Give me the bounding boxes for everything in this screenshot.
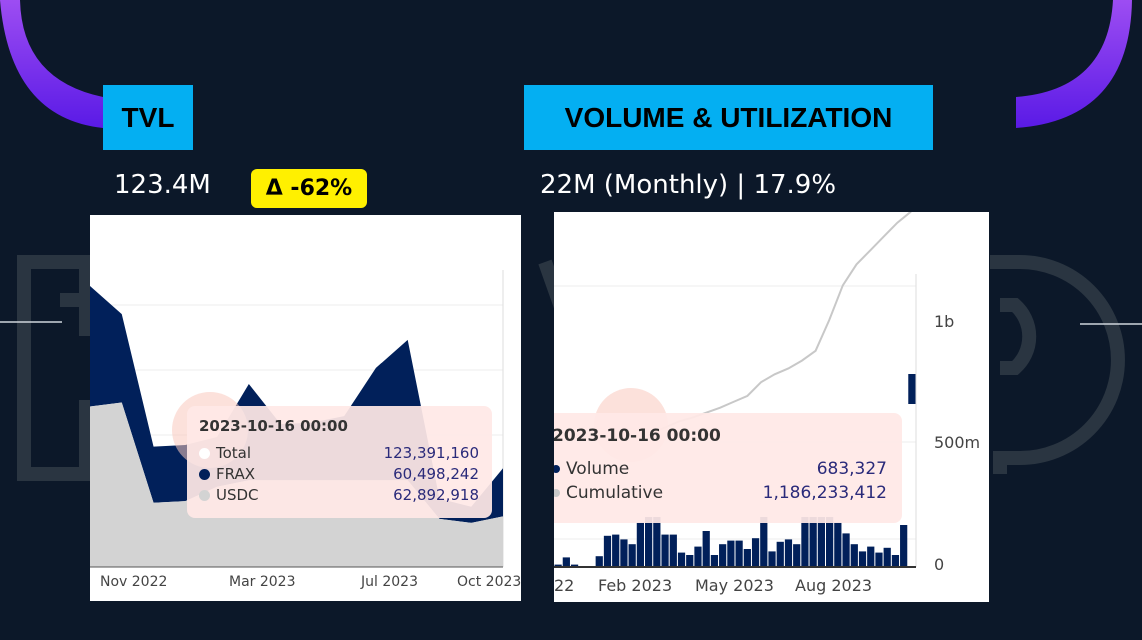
tvl-delta-badge: Δ -62% bbox=[251, 169, 367, 208]
vol-y-tick: 1b bbox=[934, 312, 955, 331]
volume-bar bbox=[834, 522, 842, 567]
volume-bar-chart bbox=[554, 212, 917, 568]
vol-x-tick: 22 bbox=[554, 576, 575, 595]
volume-bar bbox=[628, 544, 636, 567]
tvl-x-tick: Nov 2022 bbox=[100, 574, 168, 590]
volume-bar bbox=[891, 555, 900, 567]
volume-bar bbox=[784, 539, 793, 567]
volume-chart-panel: 1b 500m 0 22 Feb 2023 May 2023 Aug 2023 … bbox=[554, 212, 989, 602]
tooltip-row-label: Volume bbox=[566, 459, 630, 479]
volume-bar bbox=[735, 540, 743, 567]
tvl-tooltip-row-usdc: USDC 62,892,918 bbox=[199, 486, 479, 504]
tvl-x-tick: Oct 2023 bbox=[457, 574, 521, 590]
tooltip-row-value: 1,186,233,412 bbox=[762, 483, 887, 503]
tvl-tooltip-row-total: Total 123,391,160 bbox=[199, 444, 479, 462]
volume-bar bbox=[875, 552, 883, 567]
tooltip-row-value: 62,892,918 bbox=[393, 486, 479, 504]
volume-bar bbox=[900, 525, 908, 567]
volume-section-label: VOLUME & UTILIZATION bbox=[524, 85, 933, 150]
volume-bar bbox=[620, 539, 628, 567]
navy-dot-icon bbox=[554, 465, 560, 473]
volume-bar bbox=[562, 557, 570, 567]
tvl-tooltip-date: 2023-10-16 00:00 bbox=[199, 417, 348, 435]
volume-bar bbox=[612, 534, 620, 567]
tooltip-row-value: 123,391,160 bbox=[383, 444, 479, 462]
gray-dot-icon bbox=[199, 489, 210, 501]
volume-bar bbox=[645, 517, 653, 567]
tvl-chart-panel: Nov 2022 Mar 2023 Jul 2023 Oct 2023 2023… bbox=[90, 215, 521, 601]
volume-bar bbox=[702, 531, 710, 567]
volume-bar bbox=[694, 546, 702, 567]
volume-tooltip-row-volume: Volume 683,327 bbox=[554, 459, 887, 479]
volume-bar bbox=[908, 374, 916, 404]
volume-bar bbox=[719, 544, 727, 567]
tooltip-row-value: 60,498,242 bbox=[393, 465, 479, 483]
volume-bar bbox=[710, 555, 719, 567]
purple-arc-right bbox=[1016, 0, 1132, 128]
volume-bar bbox=[817, 517, 825, 567]
volume-bar bbox=[883, 547, 891, 567]
volume-bar bbox=[603, 535, 612, 567]
tooltip-row-label: Total bbox=[216, 444, 252, 462]
volume-bar bbox=[636, 522, 644, 567]
volume-bar bbox=[858, 551, 867, 567]
volume-bar bbox=[743, 549, 751, 567]
volume-bar bbox=[793, 544, 801, 567]
tvl-tooltip-row-frax: FRAX 60,498,242 bbox=[199, 465, 479, 483]
volume-bar bbox=[809, 517, 817, 567]
vol-y-tick: 500m bbox=[934, 433, 981, 452]
volume-bar bbox=[801, 517, 809, 567]
volume-tooltip-row-cumulative: Cumulative 1,186,233,412 bbox=[554, 483, 887, 503]
volume-bar bbox=[760, 517, 768, 567]
purple-arc-left bbox=[0, 0, 103, 128]
volume-bar bbox=[826, 517, 834, 567]
volume-bar bbox=[554, 564, 562, 567]
volume-bar bbox=[677, 552, 686, 567]
navy-dot-icon bbox=[199, 468, 210, 480]
volume-bar bbox=[727, 540, 735, 567]
vol-x-tick: Aug 2023 bbox=[795, 576, 873, 595]
vol-x-tick: Feb 2023 bbox=[598, 576, 673, 595]
volume-bar bbox=[842, 533, 850, 567]
tooltip-row-label: Cumulative bbox=[566, 483, 664, 503]
volume-bar bbox=[686, 555, 694, 567]
volume-utilization-value: 22M (Monthly) | 17.9% bbox=[540, 170, 837, 200]
tooltip-row-label: FRAX bbox=[216, 465, 255, 483]
volume-bar bbox=[751, 538, 760, 567]
volume-bar bbox=[595, 556, 603, 567]
volume-bar bbox=[776, 541, 784, 567]
tvl-section-label: TVL bbox=[103, 85, 193, 150]
volume-bar bbox=[653, 517, 661, 567]
white-dot-icon bbox=[199, 447, 210, 459]
volume-tooltip: 2023-10-16 00:00 Volume 683,327 Cumulati… bbox=[554, 413, 902, 523]
volume-bar bbox=[850, 544, 858, 567]
tooltip-row-label: USDC bbox=[216, 486, 259, 504]
tvl-x-tick: Jul 2023 bbox=[361, 574, 418, 590]
vol-x-tick: May 2023 bbox=[695, 576, 774, 595]
volume-bar bbox=[570, 564, 579, 567]
volume-bar bbox=[768, 551, 776, 567]
tvl-value: 123.4M bbox=[114, 170, 211, 200]
tvl-tooltip: 2023-10-16 00:00 Total 123,391,160 FRAX … bbox=[187, 406, 492, 518]
volume-bar bbox=[867, 546, 875, 567]
volume-tooltip-date: 2023-10-16 00:00 bbox=[554, 426, 721, 446]
gray-dot-icon bbox=[554, 489, 560, 497]
vol-y-tick: 0 bbox=[934, 555, 945, 574]
tvl-x-tick: Mar 2023 bbox=[229, 574, 296, 590]
cumulative-line bbox=[651, 212, 912, 435]
volume-bar bbox=[661, 534, 669, 567]
tooltip-row-value: 683,327 bbox=[816, 459, 887, 479]
volume-bar bbox=[669, 534, 677, 567]
